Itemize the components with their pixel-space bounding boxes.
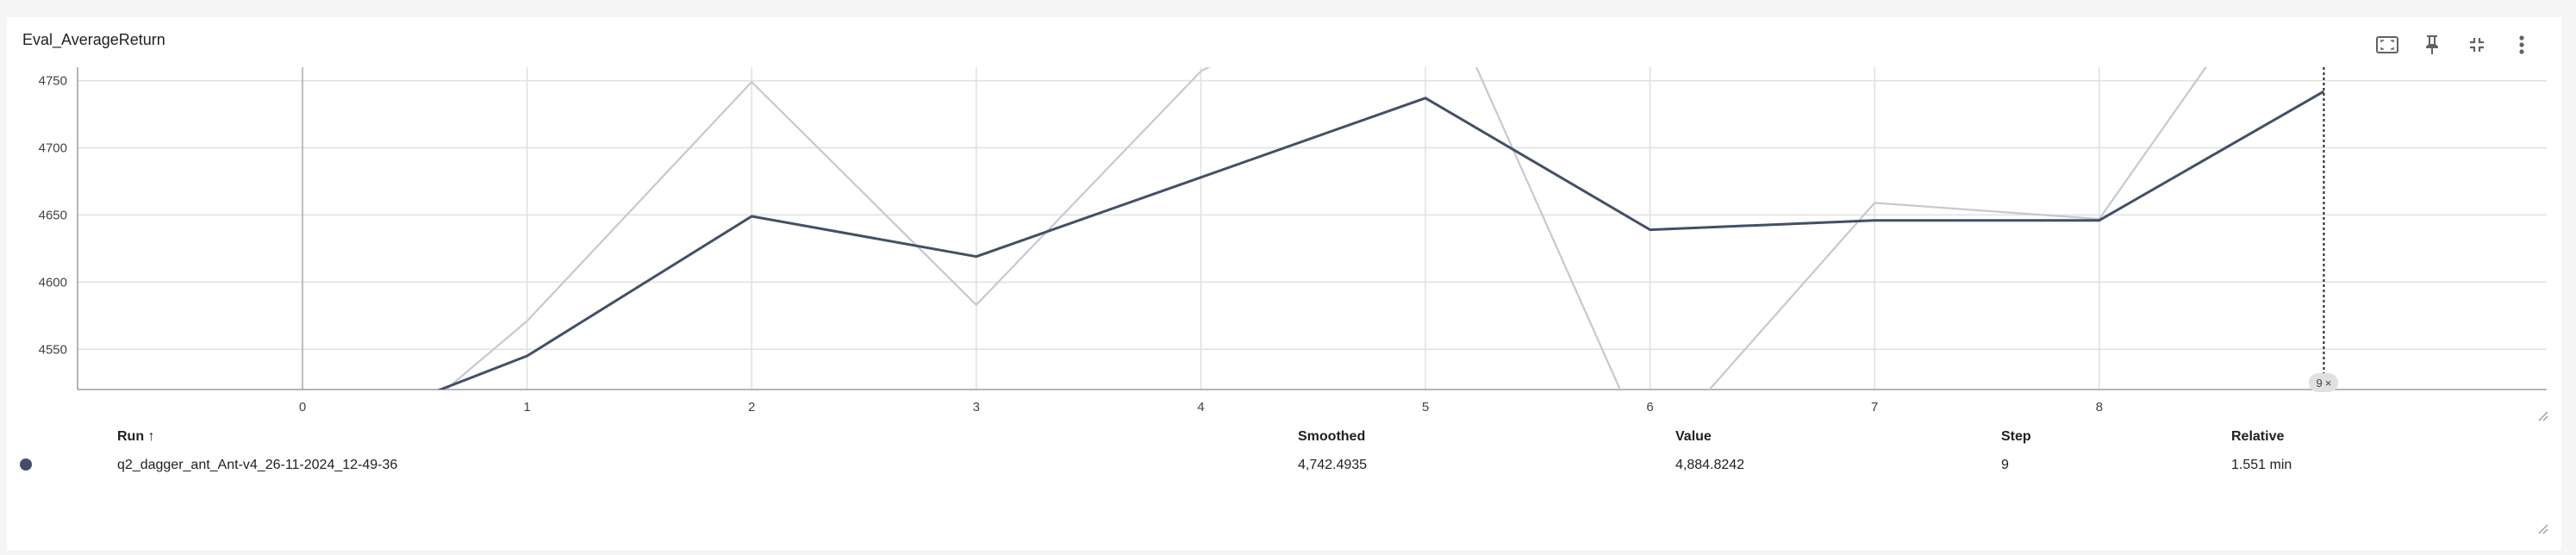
x-tick-label-4: 4 — [1197, 400, 1204, 414]
fit-domain-button[interactable] — [2372, 29, 2403, 60]
x-tick-label-2: 2 — [748, 400, 755, 414]
line-chart[interactable]: 4550 4600 4650 4700 4750 0 1 2 3 4 5 6 7 8 — [0, 0, 2576, 414]
pin-button[interactable] — [2417, 29, 2448, 60]
step-badge[interactable]: 9 × — [2309, 373, 2339, 392]
collapse-icon — [2470, 38, 2484, 52]
cell-step: 9 — [2001, 458, 2009, 472]
series-line-raw — [444, 67, 2207, 390]
x-tick-label-3: 3 — [973, 400, 980, 414]
x-tick-label-5: 5 — [1422, 400, 1429, 414]
card-title: Eval_AverageReturn — [22, 31, 165, 48]
card-toolbar — [2372, 29, 2537, 60]
y-tick-label-4650: 4650 — [39, 208, 67, 222]
chart-axes — [77, 67, 2547, 390]
chart-series — [437, 67, 2325, 390]
x-tick-label-7: 7 — [1871, 400, 1878, 414]
cell-smoothed: 4,742.4935 — [1298, 458, 1368, 472]
pin-icon — [2426, 35, 2438, 54]
scalar-card: Eval_AverageReturn — [7, 17, 2561, 550]
x-tick-label-6: 6 — [1646, 400, 1653, 414]
y-tick-label-4600: 4600 — [39, 275, 67, 290]
step-badge-value: 9 — [2316, 376, 2323, 390]
table-resize-handle-icon[interactable] — [2536, 522, 2548, 534]
column-header-smoothed[interactable]: Smoothed — [1298, 429, 1366, 444]
close-icon[interactable]: × — [2324, 376, 2332, 390]
column-header-relative[interactable]: Relative — [2231, 429, 2285, 444]
x-tick-label-8: 8 — [2096, 400, 2103, 414]
cell-relative: 1.551 min — [2231, 458, 2292, 472]
cell-value: 4,884.8242 — [1675, 458, 1745, 472]
column-header-run[interactable]: Run ↑ — [117, 429, 155, 444]
column-header-step[interactable]: Step — [2001, 429, 2031, 444]
y-tick-label-4700: 4700 — [39, 141, 67, 156]
cell-run: q2_dagger_ant_Ant-v4_26-11-2024_12-49-36 — [117, 458, 398, 472]
y-tick-label-4550: 4550 — [39, 342, 67, 357]
chart-tick-labels: 4550 4600 4650 4700 4750 0 1 2 3 4 5 6 7 8 — [39, 74, 2103, 414]
chart-grid — [78, 67, 2547, 390]
run-color-dot — [20, 458, 32, 471]
x-tick-label-0: 0 — [299, 400, 306, 414]
more-vert-icon — [2519, 35, 2524, 54]
series-line-smoothed — [437, 90, 2325, 390]
more-options-button[interactable] — [2506, 29, 2537, 60]
x-tick-label-1: 1 — [523, 400, 530, 414]
column-header-value[interactable]: Value — [1675, 429, 1712, 444]
chart-resize-handle-icon[interactable] — [2536, 409, 2548, 421]
collapse-button[interactable] — [2461, 29, 2492, 60]
y-tick-label-4750: 4750 — [39, 74, 67, 89]
fit-domain-icon — [2376, 36, 2398, 53]
